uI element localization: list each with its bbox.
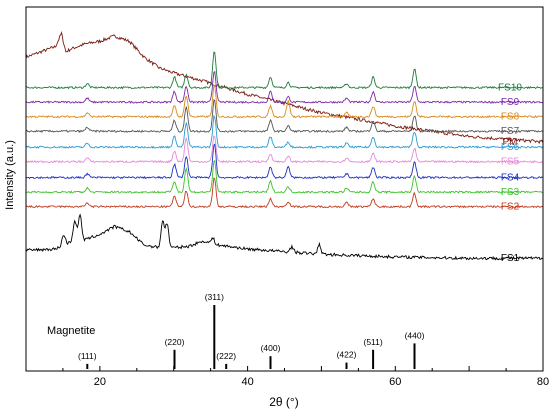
x-tick-label-80: 80 [537,376,549,388]
series-label-fs9: FS9 [501,97,520,108]
trace-fs8 [25,84,543,119]
reference-label-222: (222) [216,351,236,361]
reference-label-422: (422) [337,350,357,360]
reference-label-400: (400) [261,343,281,353]
x-tick-label-20: 20 [94,376,106,388]
series-label-fs2: FS2 [501,202,520,213]
reference-label-220: (220) [165,337,185,347]
trace-fs9 [25,70,543,104]
reference-label-111: (111) [78,351,97,361]
series-label-fs5: FS5 [501,157,520,168]
x-tick-label-60: 60 [389,376,401,388]
series-label-fs7: FS7 [501,126,520,137]
series-label-fs6: FS6 [501,142,520,153]
series-label-fs4: FS4 [501,173,520,184]
reference-title: Magnetite [47,325,95,337]
series-label-fs1: FS1 [501,253,520,264]
x-tick-label-40: 40 [241,376,253,388]
series-label-fs8: FS8 [501,112,520,123]
trace-fs7 [25,99,543,134]
trace-fs2 [25,177,543,209]
trace-fs6 [25,114,544,149]
series-label-pm: PM [503,137,518,148]
trace-fs5 [25,134,543,164]
series-label-layer: PM FS10 FS9 FS8 FS7 FS6 FS5 FS4 FS3 FS2 FS1 [498,83,522,265]
reference-label-511: (511) [363,337,382,347]
reference-label-440: (440) [405,330,425,340]
trace-fs1 [25,213,543,261]
axis-layer: 20 40 60 80 [25,366,549,388]
reference-label-311: (311) [205,292,224,302]
trace-fs3 [25,159,543,194]
reference-pattern: Magnetite (111) (220) (311) (222) (400) (422) (… [47,292,425,369]
trace-fs10 [25,51,543,90]
trace-pm [25,31,544,145]
x-axis-label: 2θ (°) [269,395,298,409]
series-label-fs3: FS3 [501,187,520,198]
trace-fs4 [25,143,543,180]
series-label-fs10: FS10 [498,83,522,94]
trace-layer [25,31,544,261]
y-axis-label: Intensity (a.u.) [4,140,16,210]
